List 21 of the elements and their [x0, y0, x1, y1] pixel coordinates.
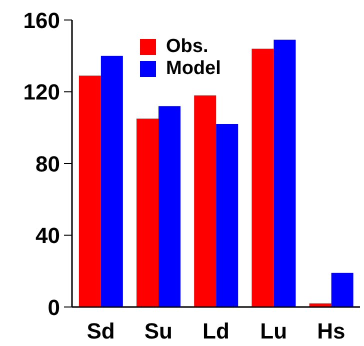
x-tick-label: Sd — [86, 318, 115, 344]
bar — [274, 40, 296, 307]
bar — [216, 124, 238, 307]
bar — [100, 56, 123, 307]
bar — [194, 95, 216, 307]
y-tick-label: 0 — [48, 294, 60, 320]
bar — [331, 272, 354, 307]
legend-label: Obs. — [166, 36, 208, 58]
x-tick-label: Lu — [260, 318, 288, 344]
x-tick-label: Su — [144, 318, 172, 344]
y-tick-label: 40 — [36, 223, 60, 248]
bar — [136, 118, 159, 307]
y-tick-label: 80 — [36, 151, 60, 176]
bar — [252, 48, 274, 307]
x-tick-label: Ld — [202, 318, 230, 344]
y-tick-label: 160 — [23, 8, 60, 33]
legend-label: Model — [166, 58, 221, 80]
bar — [78, 76, 101, 307]
x-tick-label: Hs — [317, 318, 346, 344]
y-tick-label: 120 — [23, 80, 60, 105]
bar — [158, 106, 181, 307]
